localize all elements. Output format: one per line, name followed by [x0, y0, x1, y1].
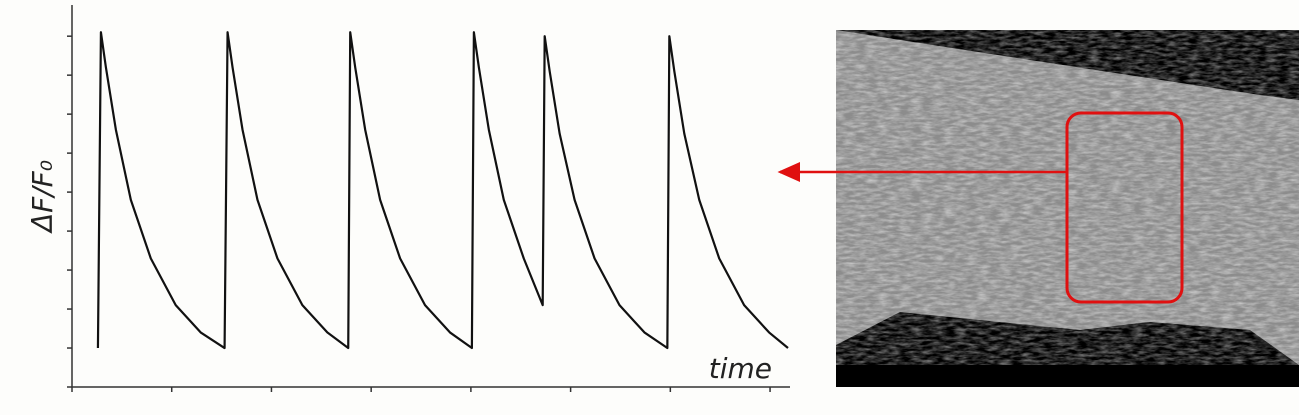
y-axis-label: ΔF/F₀: [26, 160, 59, 234]
x-axis-label: time: [709, 352, 772, 385]
trace: [96, 31, 789, 350]
micrograph: [777, 30, 1299, 387]
